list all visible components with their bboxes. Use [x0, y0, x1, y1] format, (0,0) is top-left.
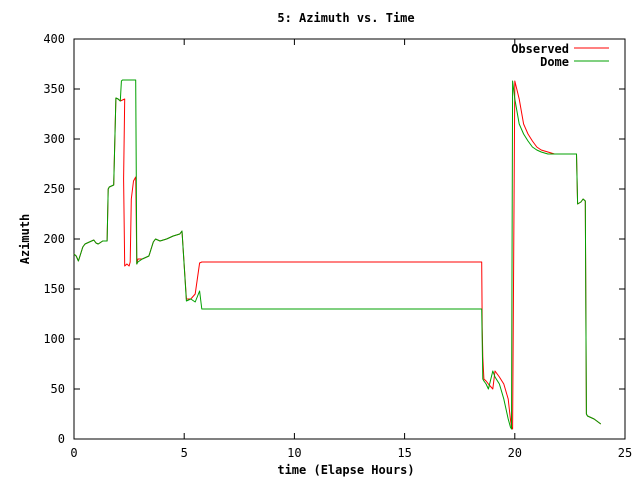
- legend-label-dome: Dome: [540, 55, 569, 69]
- y-tick-label: 400: [43, 32, 65, 46]
- series-line-dome: [73, 79, 602, 430]
- y-tick-label: 50: [51, 382, 65, 396]
- legend-label-observed: Observed: [511, 42, 569, 56]
- y-tick-label: 0: [58, 432, 65, 446]
- x-axis: 0 5 10 15 20 25: [70, 39, 632, 460]
- chart-title: 5: Azimuth vs. Time: [277, 11, 414, 25]
- y-tick-label: 150: [43, 282, 65, 296]
- y-tick-label: 100: [43, 332, 65, 346]
- y-tick-label: 350: [43, 82, 65, 96]
- x-tick-label: 15: [397, 446, 411, 460]
- x-tick-label: 25: [618, 446, 632, 460]
- x-tick-label: 0: [70, 446, 77, 460]
- x-tick-label: 20: [508, 446, 522, 460]
- y-axis: 0 50 100 150 200 250 300 350 400: [43, 32, 625, 446]
- y-tick-label: 200: [43, 232, 65, 246]
- series-lines: [73, 79, 602, 430]
- x-axis-label: time (Elapse Hours): [277, 463, 414, 477]
- x-tick-label: 10: [287, 446, 301, 460]
- y-tick-label: 300: [43, 132, 65, 146]
- series-line-observed: [73, 80, 602, 430]
- x-tick-label: 5: [181, 446, 188, 460]
- y-axis-label: Azimuth: [18, 214, 32, 265]
- y-tick-label: 250: [43, 182, 65, 196]
- legend: Observed Dome: [511, 42, 609, 69]
